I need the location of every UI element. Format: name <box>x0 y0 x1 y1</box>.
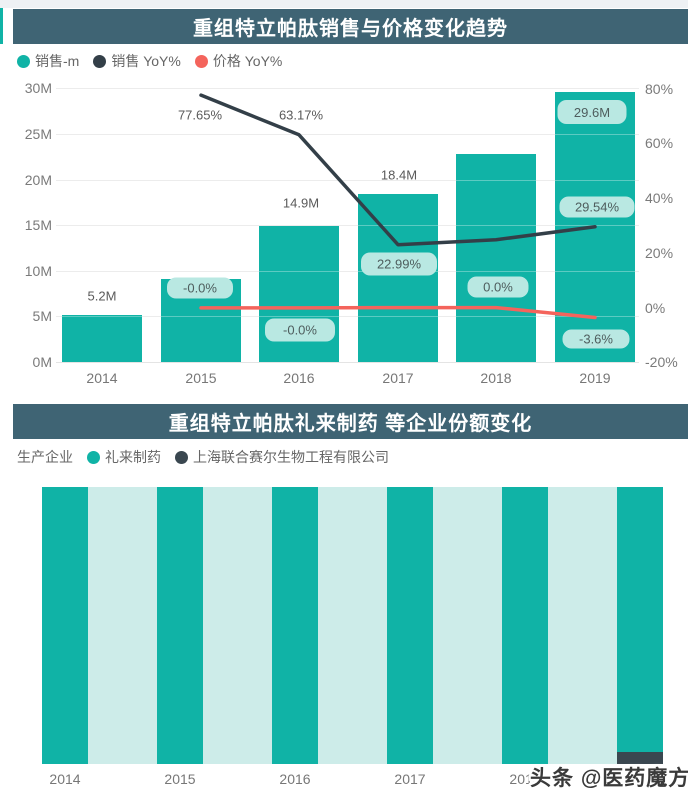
y-axis-tick-label: 10M <box>24 262 52 279</box>
share-bar-2016-lilly[interactable] <box>272 487 318 764</box>
chart2-legend: 生产企业 礼来制药 上海联合赛尔生物工程有限公司 <box>17 447 389 467</box>
legend-item-1[interactable]: 上海联合赛尔生物工程有限公司 <box>175 447 389 467</box>
legend-item-label: 销售-m <box>35 53 80 69</box>
gridline <box>56 133 639 135</box>
gridline-overlay <box>56 316 639 318</box>
x-axis-label-2015: 2015 <box>164 771 196 787</box>
gridline-overlay <box>56 225 639 227</box>
x-axis-label-2019: 2019 <box>624 771 656 787</box>
x-axis-label-2014: 2014 <box>49 771 81 787</box>
sales-yoy-line <box>199 93 597 247</box>
legend-dot-icon <box>17 54 30 68</box>
gridline-overlay <box>56 179 639 181</box>
x-axis-label-2017: 2017 <box>382 370 414 386</box>
gridline-overlay <box>56 88 639 90</box>
x-axis-label-2018: 2018 <box>509 771 541 787</box>
legend-prefix-label: 生产企业 <box>17 449 73 465</box>
price-yoy-line <box>199 305 597 320</box>
data-label-badge: -0.0% <box>265 318 335 342</box>
gridline <box>56 270 639 272</box>
header-accent-line <box>0 8 3 44</box>
gridline <box>56 362 639 363</box>
data-label-badge: 22.99% <box>361 252 437 276</box>
legend-dot-icon <box>93 54 107 68</box>
gridline-overlay <box>56 270 639 272</box>
chart2-title: 重组特立帕肽礼来制药 等企业份额变化 <box>13 404 688 439</box>
y-axis-tick-label: 20M <box>24 171 52 188</box>
secondary-axis-tick-label: 80% <box>645 80 674 97</box>
secondary-axis-tick-label: 20% <box>645 244 674 261</box>
share-bar-2014-lilly[interactable] <box>42 487 88 764</box>
y-axis-tick-label: 5M <box>32 308 52 325</box>
sales-bar-2014[interactable] <box>62 314 142 362</box>
data-label-badge: 29.6M <box>557 100 627 124</box>
legend-item-0[interactable]: 礼来制药 <box>87 447 161 467</box>
x-axis-label-2015: 2015 <box>185 370 217 386</box>
x-axis-label-2017: 2017 <box>394 771 426 787</box>
secondary-axis-tick-label: -20% <box>645 354 678 371</box>
data-label: 77.65% <box>177 107 223 123</box>
top-strip <box>0 0 688 8</box>
share-bar-2019-lilly[interactable] <box>617 487 663 752</box>
data-label-badge: -3.6% <box>562 329 630 349</box>
y-axis-tick-label: 15M <box>24 217 52 234</box>
legend-item-label: 销售 YoY% <box>111 53 181 69</box>
data-label-badge: 0.0% <box>467 276 529 298</box>
gridline <box>56 225 639 227</box>
legend-dot-icon <box>87 450 100 464</box>
x-axis-label-2016: 2016 <box>283 370 315 386</box>
secondary-axis-tick-label: 40% <box>645 190 674 207</box>
legend-item-label: 上海联合赛尔生物工程有限公司 <box>193 449 389 465</box>
data-label-badge: 29.54% <box>559 196 635 218</box>
gridline <box>56 179 639 181</box>
data-label: 18.4M <box>380 167 418 183</box>
x-axis-label-2014: 2014 <box>86 370 118 386</box>
x-axis-label-2019: 2019 <box>579 370 611 386</box>
legend-dot-icon <box>194 54 208 68</box>
legend-item-label: 价格 YoY% <box>212 53 283 69</box>
share-bar-2015-lilly[interactable] <box>157 487 203 764</box>
share-bar-2017-lilly[interactable] <box>387 487 433 764</box>
chart1-title: 重组特立帕肽销售与价格变化趋势 <box>13 9 688 44</box>
y-axis-tick-label: 0M <box>32 354 52 370</box>
legend-dot-icon <box>175 450 188 464</box>
share-bar-2019-shanghai-united-cell[interactable] <box>617 752 663 764</box>
legend-item-label: 礼来制药 <box>105 449 161 465</box>
x-axis-label-2018: 2018 <box>480 370 512 386</box>
share-chart-background-band <box>42 487 663 764</box>
data-label: 63.17% <box>278 107 324 123</box>
data-label: 14.9M <box>282 195 320 211</box>
data-label-badge: -0.0% <box>167 277 233 299</box>
sales-bar-2017[interactable] <box>358 194 438 362</box>
gridline-overlay <box>56 133 639 135</box>
y-axis-tick-label: 25M <box>24 125 52 142</box>
y-axis-tick-label: 30M <box>24 80 52 97</box>
legend-item-1[interactable]: 销售 YoY% <box>93 51 181 71</box>
gridline <box>56 88 639 90</box>
data-label: 5.2M <box>87 288 117 304</box>
share-bar-2018-lilly[interactable] <box>502 487 548 764</box>
gridline <box>56 316 639 318</box>
sales-bar-2018[interactable] <box>456 153 536 362</box>
secondary-axis-tick-label: 0% <box>645 299 666 316</box>
x-axis-label-2016: 2016 <box>279 771 311 787</box>
chart1-legend: 销售-m 销售 YoY% 价格 YoY% <box>17 51 282 71</box>
secondary-axis-tick-label: 60% <box>645 135 674 152</box>
legend-item-0[interactable]: 销售-m <box>17 51 79 71</box>
chart1-line-layer <box>199 93 597 320</box>
legend-item-2[interactable]: 价格 YoY% <box>194 51 283 71</box>
watermark: 头条 @医药魔方 <box>530 767 688 790</box>
